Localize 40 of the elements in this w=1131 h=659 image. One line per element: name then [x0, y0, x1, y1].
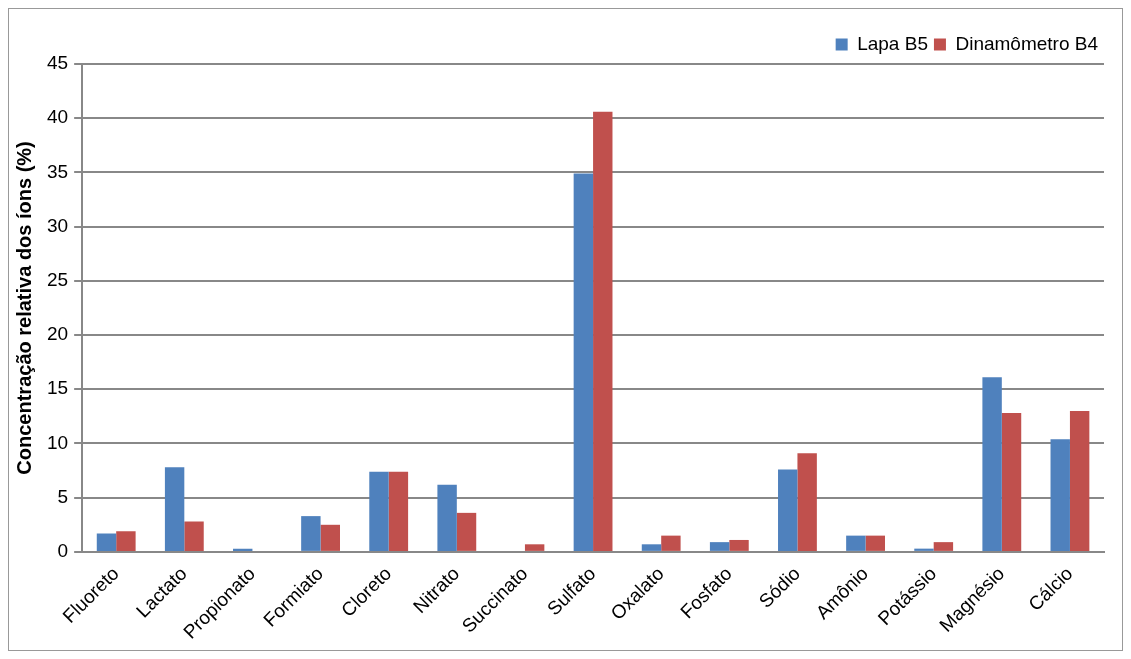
- bar: [184, 521, 204, 551]
- bar: [593, 111, 613, 551]
- bar: [369, 471, 389, 551]
- bar: [301, 516, 321, 551]
- bar: [797, 453, 817, 551]
- bar: [437, 484, 457, 551]
- y-tick-label: 5: [57, 485, 69, 507]
- bar: [914, 548, 934, 551]
- bar: [456, 512, 477, 551]
- bar: [709, 542, 730, 551]
- y-tick-label: 45: [46, 52, 69, 74]
- y-tick-label: 15: [46, 377, 69, 399]
- bar: [933, 542, 954, 551]
- bar: [1050, 439, 1070, 551]
- bar: [116, 531, 136, 551]
- bar: [661, 535, 681, 551]
- y-tick-label: 35: [46, 160, 69, 182]
- bar: [573, 173, 594, 551]
- bar: [1069, 410, 1090, 551]
- legend-label: Dinamômetro B4: [955, 32, 1099, 54]
- y-tick-label: 0: [57, 540, 69, 562]
- legend-label: Lapa B5: [857, 32, 928, 54]
- bar: [846, 535, 866, 551]
- y-tick-label: 30: [46, 214, 69, 236]
- y-tick-label: 40: [46, 106, 69, 128]
- bar: [641, 544, 662, 551]
- y-tick-label: 20: [46, 323, 69, 345]
- y-axis-title: Concentração relativa dos íons (%): [12, 141, 35, 475]
- bar: [778, 469, 798, 551]
- bar: [524, 544, 545, 551]
- y-tick-label: 10: [46, 431, 69, 453]
- bar: [320, 524, 340, 551]
- bar: [865, 535, 885, 551]
- bar: [1001, 413, 1022, 551]
- bar: [388, 471, 409, 551]
- bar: [96, 533, 117, 551]
- bar: [982, 377, 1002, 551]
- y-tick-label: 25: [46, 269, 69, 291]
- bar: [164, 467, 185, 551]
- bar: [729, 539, 749, 551]
